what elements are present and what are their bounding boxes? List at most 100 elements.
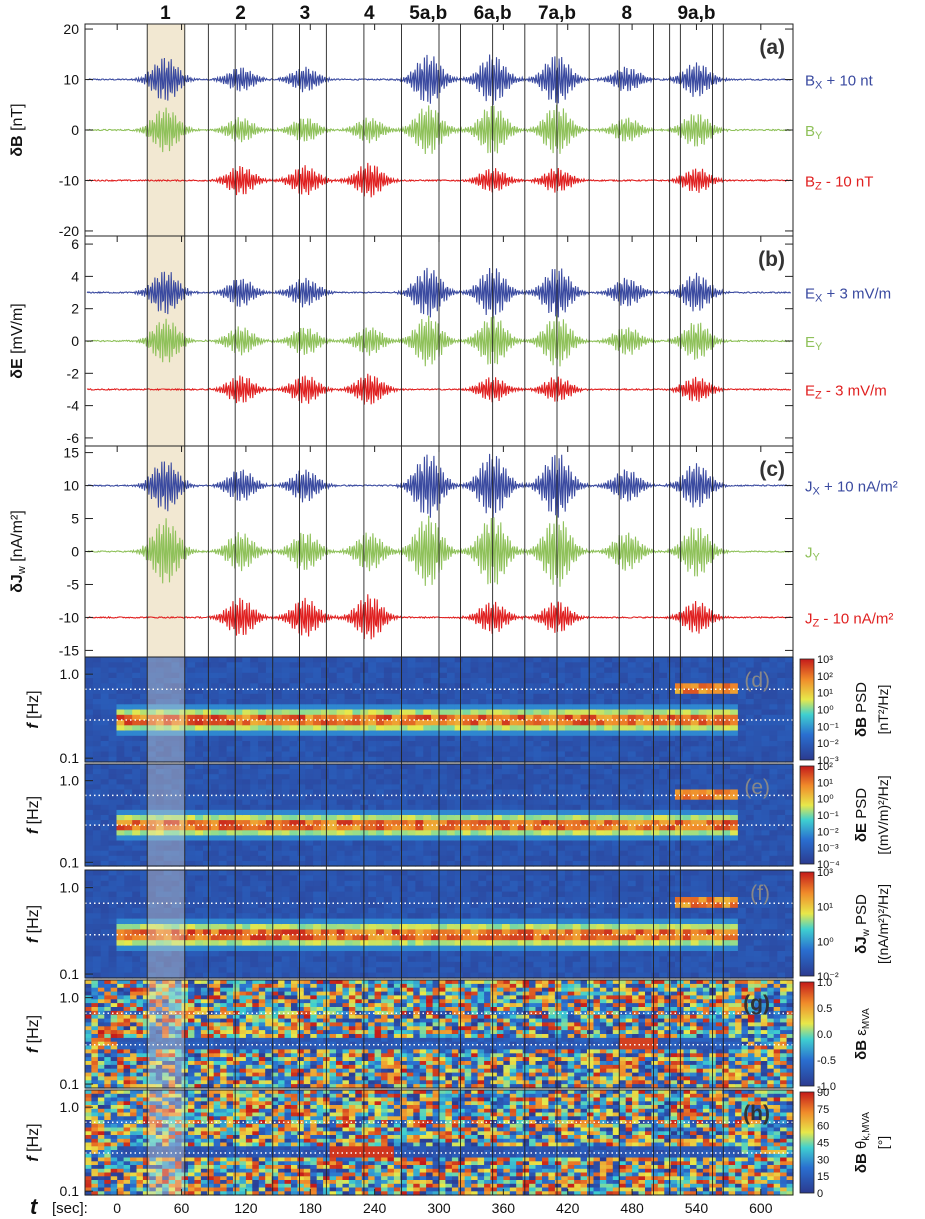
spectro-cell	[580, 667, 590, 674]
spectro-cell	[265, 875, 275, 882]
spectro-cell	[517, 678, 527, 684]
spectro-cell	[501, 662, 511, 669]
spectro-cell	[745, 764, 755, 770]
spectro-cell	[336, 929, 346, 936]
spectro-cell	[588, 945, 597, 952]
spectro-cell	[761, 699, 770, 705]
spectro-cell	[391, 693, 401, 700]
spectro-cell	[171, 902, 180, 909]
spectro-cell	[509, 699, 519, 705]
spectro-cell	[124, 735, 133, 742]
spectro-cell	[108, 845, 118, 852]
spectro-cell	[690, 804, 700, 811]
spectro-cell	[777, 830, 786, 836]
spectro-cell	[557, 741, 566, 747]
spectro-cell	[494, 784, 503, 791]
spectro-cell	[454, 678, 464, 684]
spectro-cell	[163, 751, 173, 758]
spectro-cell	[273, 891, 283, 898]
spectro-cell	[281, 918, 291, 925]
spectro-cell	[147, 855, 157, 862]
spectro-cell	[391, 667, 401, 674]
spectro-cell	[533, 902, 542, 909]
spectro-cell	[596, 784, 605, 791]
spectro-cell	[163, 945, 173, 952]
spectro-cell	[706, 756, 715, 763]
spectro-cell	[525, 880, 534, 887]
spectro-cell	[541, 825, 550, 831]
spectro-cell	[108, 830, 118, 836]
spectro-cell	[690, 774, 700, 780]
spectro-cell	[187, 902, 196, 909]
spectro-cell	[549, 897, 558, 903]
spectro-cell	[572, 730, 582, 737]
spectro-cell	[415, 693, 424, 700]
spectro-cell	[698, 704, 708, 711]
spectro-cell	[203, 886, 212, 893]
spectro-cell	[706, 855, 715, 862]
spectro-cell	[439, 657, 448, 663]
spectro-cell	[352, 924, 361, 930]
spectro-cell	[478, 913, 487, 920]
spectro-cell	[383, 756, 393, 763]
spectro-cell	[187, 972, 196, 979]
spectro-cell	[604, 860, 613, 867]
spectro-cell	[407, 835, 416, 842]
spectro-cell	[210, 662, 220, 669]
spectro-cell	[155, 886, 165, 893]
spectro-cell	[234, 657, 243, 663]
spectro-cell	[336, 902, 346, 909]
spectro-cell	[557, 789, 566, 796]
spectro-cell	[462, 886, 472, 893]
spectro-cell	[336, 880, 346, 887]
spectro-cell	[509, 657, 519, 663]
spectro-cell	[454, 746, 464, 753]
spectro-cell	[132, 799, 141, 806]
spectro-cell	[572, 850, 582, 857]
spectro-cell	[541, 794, 550, 801]
spectro-cell	[163, 924, 173, 930]
spectro-cell	[682, 825, 692, 831]
spectro-cell	[785, 855, 794, 862]
spectro-cell	[203, 720, 212, 726]
spectro-cell	[124, 870, 133, 876]
spectro-cell	[509, 678, 519, 684]
spectro-cell	[446, 735, 456, 742]
spectro-cell	[659, 769, 668, 775]
spectro-cell	[407, 667, 416, 674]
spectro-cell	[108, 804, 118, 811]
spectro-cell	[494, 940, 503, 947]
spectro-cell	[580, 945, 590, 952]
spectro-cell	[698, 662, 708, 669]
spectro-cell	[533, 784, 542, 791]
spectro-cell	[580, 693, 590, 700]
spectro-cell	[494, 875, 503, 882]
spectro-cell	[108, 951, 118, 957]
spectro-cell	[218, 956, 228, 963]
spectro-cell	[140, 956, 149, 963]
spectro-cell	[321, 902, 330, 909]
spectro-cell	[462, 860, 472, 867]
spectro-cell	[509, 693, 519, 700]
spectro-cell	[682, 730, 692, 737]
spectro-cell	[557, 870, 566, 876]
spectro-cell	[470, 709, 479, 716]
spectro-cell	[258, 855, 267, 862]
spectro-cell	[242, 945, 251, 952]
spectro-cell	[572, 725, 582, 732]
spectro-cell	[250, 746, 259, 753]
spectro-cell	[321, 794, 330, 801]
spectro-cell	[572, 840, 582, 847]
spectro-cell	[478, 683, 487, 690]
spectro-cell	[147, 751, 157, 758]
spectro-cell	[383, 845, 393, 852]
spectro-cell	[572, 769, 582, 775]
spectro-cell	[698, 678, 708, 684]
spectro-cell	[336, 830, 346, 836]
spectro-cell	[509, 809, 519, 816]
spectro-cell	[517, 972, 527, 979]
spectro-cell	[344, 924, 354, 930]
spectro-cell	[588, 845, 597, 852]
spectro-cell	[210, 929, 220, 936]
spectro-cell	[250, 741, 259, 747]
